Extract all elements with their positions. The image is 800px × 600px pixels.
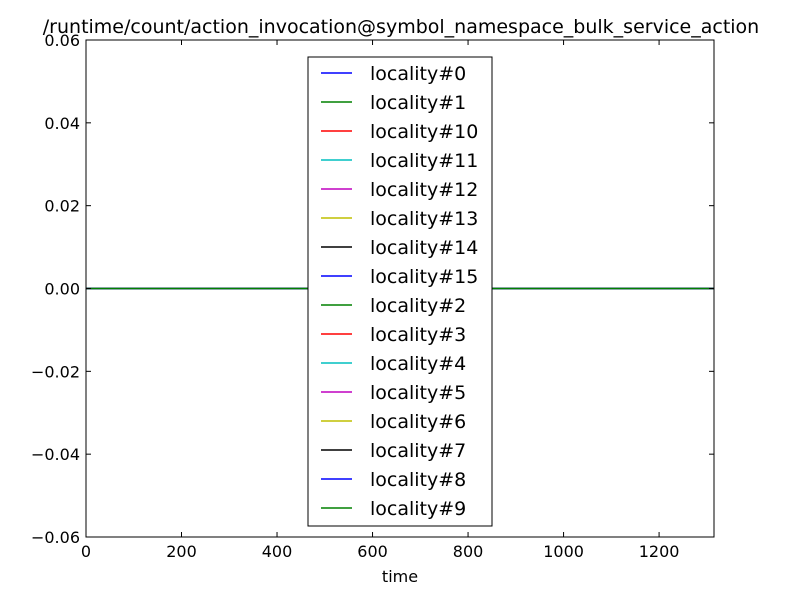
legend-label-1: locality#1 bbox=[370, 92, 466, 114]
plot-frame bbox=[85, 39, 715, 538]
x-tick-label-0: 0 bbox=[81, 542, 91, 561]
legend-label-8: locality#2 bbox=[370, 295, 466, 317]
x-tick-label-1: 200 bbox=[166, 542, 197, 561]
y-tick-label-1: −0.04 bbox=[31, 445, 80, 464]
x-tick-label-6: 1200 bbox=[639, 542, 680, 561]
legend-frame bbox=[307, 56, 493, 527]
y-tick-label-4: 0.02 bbox=[44, 197, 80, 216]
y-tick-label-6: 0.06 bbox=[44, 31, 80, 50]
legend-label-6: locality#14 bbox=[370, 237, 478, 259]
legend-label-10: locality#4 bbox=[370, 353, 466, 375]
chart-title: /runtime/count/action_invocation@symbol_… bbox=[43, 16, 759, 38]
legend-label-12: locality#6 bbox=[370, 411, 466, 433]
tick-layer: 0 200 400 600 800 1000 1200 −0.06 −0.04 −0.02 0.00… bbox=[31, 31, 714, 561]
x-tick-label-3: 600 bbox=[357, 542, 388, 561]
x-tick-label-5: 1000 bbox=[543, 542, 584, 561]
legend-label-13: locality#7 bbox=[370, 440, 466, 462]
legend-label-3: locality#11 bbox=[370, 150, 478, 172]
y-tick-label-0: −0.06 bbox=[31, 528, 80, 547]
legend-label-15: locality#9 bbox=[370, 498, 466, 520]
y-tick-label-3: 0.00 bbox=[44, 280, 80, 299]
x-tick-label-4: 800 bbox=[453, 542, 484, 561]
legend-label-0: locality#0 bbox=[370, 63, 466, 85]
x-axis-label: time bbox=[382, 567, 418, 586]
legend-label-14: locality#8 bbox=[370, 469, 466, 491]
y-tick-label-2: −0.02 bbox=[31, 362, 80, 381]
legend-label-4: locality#12 bbox=[370, 179, 478, 201]
legend: locality#0 locality#1 locality#10 locality#… bbox=[307, 56, 493, 527]
legend-label-11: locality#5 bbox=[370, 382, 466, 404]
legend-label-2: locality#10 bbox=[370, 121, 478, 143]
x-tick-label-2: 400 bbox=[262, 542, 293, 561]
legend-label-7: locality#15 bbox=[370, 266, 478, 288]
y-tick-label-5: 0.04 bbox=[44, 114, 80, 133]
legend-label-5: locality#13 bbox=[370, 208, 478, 230]
legend-label-9: locality#3 bbox=[370, 324, 466, 346]
